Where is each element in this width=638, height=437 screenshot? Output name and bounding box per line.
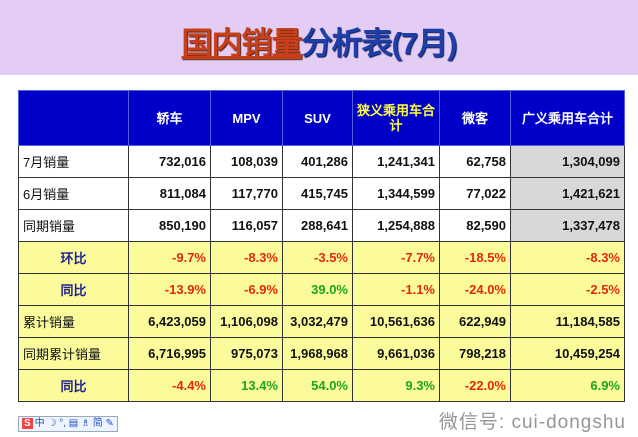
- table-cell: -2.5%: [510, 273, 625, 306]
- column-header: SUV: [282, 90, 353, 146]
- table-cell: 108,039: [210, 145, 283, 178]
- column-header: 轿车: [128, 90, 211, 146]
- table-cell: 6.9%: [510, 369, 625, 402]
- table-cell: 6,423,059: [128, 305, 211, 338]
- table-cell: 732,016: [128, 145, 211, 178]
- title-rest: 分析表(7月): [301, 26, 458, 61]
- table-cell: -1.1%: [352, 273, 440, 306]
- page-title: 国内销量分析表(7月): [0, 18, 638, 63]
- table-cell: -8.3%: [210, 241, 283, 274]
- table-cell: -8.3%: [510, 241, 625, 274]
- title-highlight: 国内销量: [181, 26, 303, 61]
- header-corner: [18, 90, 129, 146]
- watermark: 微信号: cui-dongshu: [438, 412, 626, 433]
- row-label: 环比: [18, 241, 129, 274]
- row-label: 同比: [18, 273, 129, 306]
- table-row: 6月销量 811,084 117,770 415,745 1,344,599 77,022…: [18, 177, 625, 210]
- table-cell: 117,770: [210, 177, 283, 210]
- table-cell: 82,590: [439, 209, 511, 242]
- column-header: 广义乘用车合计: [510, 90, 625, 146]
- header-row: 轿车 MPV SUV 狭义乘用车合计 微客 广义乘用车合计: [18, 90, 625, 146]
- table-row: 累计销量 6,423,059 1,106,098 3,032,479 10,561,63…: [18, 305, 625, 338]
- table-cell: 62,758: [439, 145, 511, 178]
- column-header: MPV: [210, 90, 283, 146]
- table-cell: 116,057: [210, 209, 283, 242]
- table-cell: 1,304,099: [510, 145, 625, 178]
- table-cell: 850,190: [128, 209, 211, 242]
- table-cell: 3,032,479: [282, 305, 353, 338]
- ime-toolbar-items: 中 ☽ °, ▤ ♗ 简 ✎: [34, 418, 114, 429]
- table-cell: 54.0%: [282, 369, 353, 402]
- table-cell: 1,241,341: [352, 145, 440, 178]
- table-cell: -6.9%: [210, 273, 283, 306]
- table-cell: 10,561,636: [352, 305, 440, 338]
- table-cell: 288,641: [282, 209, 353, 242]
- row-label: 同期累计销量: [18, 337, 129, 370]
- table-cell: 975,073: [210, 337, 283, 370]
- table-cell: 1,421,621: [510, 177, 625, 210]
- row-label: 6月销量: [18, 177, 129, 210]
- table-cell: 13.4%: [210, 369, 283, 402]
- table-cell: 811,084: [128, 177, 211, 210]
- table-cell: 11,184,585: [510, 305, 625, 338]
- table-cell: 1,106,098: [210, 305, 283, 338]
- table-cell: 1,968,968: [282, 337, 353, 370]
- table-cell: 415,745: [282, 177, 353, 210]
- table-cell: -18.5%: [439, 241, 511, 274]
- column-header: 微客: [439, 90, 511, 146]
- table-row: 7月销量 732,016 108,039 401,286 1,241,341 62,758…: [18, 145, 625, 178]
- table-cell: 39.0%: [282, 273, 353, 306]
- table-cell: 798,218: [439, 337, 511, 370]
- table-cell: 9.3%: [352, 369, 440, 402]
- table-cell: 622,949: [439, 305, 511, 338]
- table-cell: -13.9%: [128, 273, 211, 306]
- table-cell: -24.0%: [439, 273, 511, 306]
- table-row: 环比 -9.7% -8.3% -3.5% -7.7% -18.5% -8.3%: [18, 241, 625, 274]
- table-row: 同比 -13.9% -6.9% 39.0% -1.1% -24.0% -2.5%: [18, 273, 625, 306]
- table-cell: 401,286: [282, 145, 353, 178]
- table-cell: -22.0%: [439, 369, 511, 402]
- table-cell: 6,716,995: [128, 337, 211, 370]
- table-cell: 77,022: [439, 177, 511, 210]
- sogou-icon: S: [22, 418, 33, 429]
- sales-analysis-table: 轿车 MPV SUV 狭义乘用车合计 微客 广义乘用车合计 7月销量 732,016 108,…: [18, 90, 625, 402]
- row-label: 同期销量: [18, 209, 129, 242]
- table-row: 同期销量 850,190 116,057 288,641 1,254,888 82,590…: [18, 209, 625, 242]
- column-header: 狭义乘用车合计: [352, 90, 440, 146]
- table-cell: -7.7%: [352, 241, 440, 274]
- table-cell: -4.4%: [128, 369, 211, 402]
- title-banner: [0, 0, 638, 75]
- table-row: 同比 -4.4% 13.4% 54.0% 9.3% -22.0% 6.9%: [18, 369, 625, 402]
- table-cell: 1,254,888: [352, 209, 440, 242]
- table-cell: -3.5%: [282, 241, 353, 274]
- table-row: 同期累计销量 6,716,995 975,073 1,968,968 9,661,036…: [18, 337, 625, 370]
- table-cell: 1,344,599: [352, 177, 440, 210]
- row-label: 累计销量: [18, 305, 129, 338]
- table-cell: 9,661,036: [352, 337, 440, 370]
- row-label: 同比: [18, 369, 129, 402]
- table-cell: 1,337,478: [510, 209, 625, 242]
- row-label: 7月销量: [18, 145, 129, 178]
- table-cell: -9.7%: [128, 241, 211, 274]
- table-cell: 10,459,254: [510, 337, 625, 370]
